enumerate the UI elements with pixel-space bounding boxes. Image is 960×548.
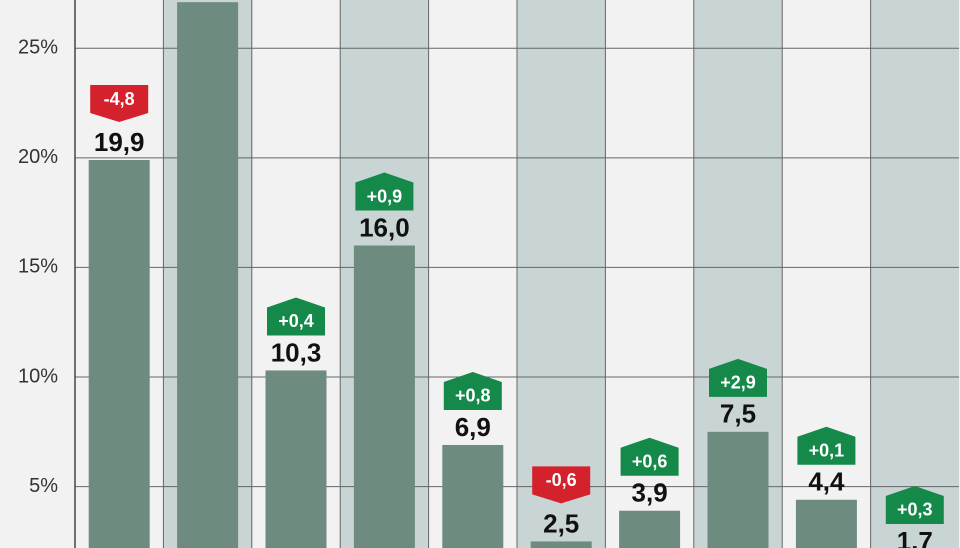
bar <box>353 245 415 548</box>
value-label: 6,9 <box>455 412 491 442</box>
y-tick-label: 5% <box>29 475 58 497</box>
value-label: 1,7 <box>897 526 933 548</box>
value-label: 3,9 <box>632 478 668 508</box>
change-label: +0,3 <box>897 500 933 520</box>
change-label: +0,8 <box>455 386 491 406</box>
value-label: 7,5 <box>720 399 756 429</box>
y-tick-label: 15% <box>18 256 58 278</box>
change-badge <box>532 466 591 504</box>
bar <box>88 160 150 548</box>
value-label: 10,3 <box>271 337 322 367</box>
bar <box>795 499 857 548</box>
change-label: +0,6 <box>632 451 668 471</box>
bar <box>265 370 327 548</box>
change-badge <box>797 426 856 465</box>
value-label: 4,4 <box>808 467 845 497</box>
change-badge <box>885 485 944 524</box>
value-label: 16,0 <box>359 212 410 242</box>
change-label: +0,1 <box>809 441 845 461</box>
column-band <box>870 0 959 548</box>
bar <box>177 2 239 548</box>
change-badge <box>355 172 414 211</box>
change-label: -4,8 <box>104 89 135 109</box>
change-badge <box>443 371 502 410</box>
value-label: 19,9 <box>94 127 145 157</box>
change-badge <box>620 437 679 476</box>
change-badge <box>90 85 149 123</box>
change-label: +0,4 <box>278 311 314 331</box>
bar <box>619 510 681 548</box>
y-tick-label: 10% <box>18 365 58 387</box>
value-label: 2,5 <box>543 508 579 538</box>
change-badge <box>267 297 325 336</box>
column-band <box>517 0 606 548</box>
bar <box>707 431 769 548</box>
bar <box>442 444 504 548</box>
y-tick-label: 25% <box>18 37 58 59</box>
change-label: +2,9 <box>720 373 756 393</box>
bar <box>530 541 592 548</box>
change-label: +0,9 <box>367 186 403 206</box>
change-label: -0,6 <box>546 470 577 490</box>
change-badge <box>709 358 767 397</box>
y-tick-label: 20% <box>18 146 58 168</box>
